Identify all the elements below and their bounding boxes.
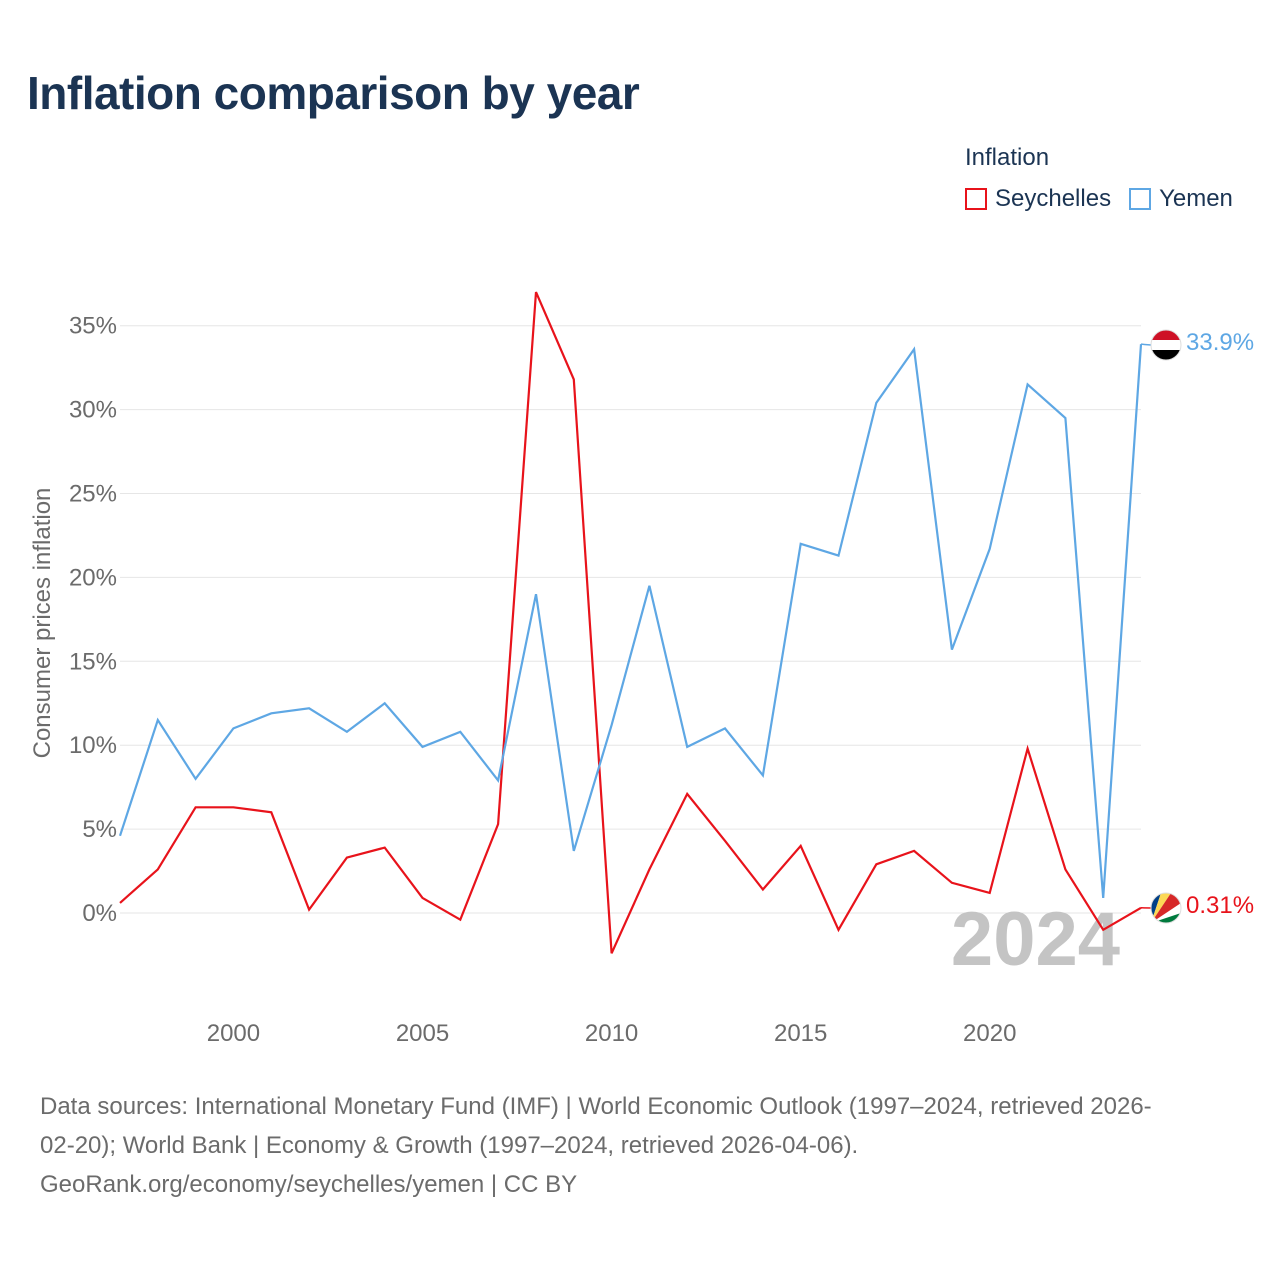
series-lines (116, 288, 1143, 957)
data-point-yemen[interactable] (948, 646, 956, 654)
x-tick-label: 2010 (585, 1020, 638, 1047)
data-point-seychelles[interactable] (834, 926, 842, 934)
x-tick-label: 2000 (207, 1020, 260, 1047)
x-tick-label: 2020 (963, 1020, 1016, 1047)
data-point-seychelles[interactable] (1099, 926, 1107, 934)
legend-item-seychelles[interactable]: Seychelles (965, 185, 1111, 213)
data-point-yemen[interactable] (192, 775, 200, 783)
data-point-seychelles[interactable] (683, 790, 691, 798)
data-point-seychelles[interactable] (570, 375, 578, 383)
data-point-seychelles[interactable] (532, 288, 540, 296)
data-point-seychelles[interactable] (192, 803, 200, 811)
y-tick-label: 5% (82, 816, 117, 843)
data-point-seychelles[interactable] (154, 865, 162, 873)
end-value-label-yemen: 33.9% (1186, 329, 1254, 356)
data-point-seychelles[interactable] (948, 879, 956, 887)
data-point-yemen[interactable] (683, 743, 691, 751)
data-point-seychelles[interactable] (343, 854, 351, 862)
series-line-seychelles[interactable] (119, 291, 1142, 954)
x-axis-ticks: 2000 2005 2010 2015 2020 (207, 1020, 1017, 1047)
legend: Seychelles Yemen (965, 185, 1251, 213)
end-connector-yemen (1140, 343, 1152, 346)
data-point-seychelles[interactable] (986, 889, 994, 897)
data-point-seychelles[interactable] (759, 886, 767, 894)
legend-swatch-yemen (1129, 188, 1152, 210)
data-point-seychelles[interactable] (1061, 865, 1069, 873)
data-point-seychelles[interactable] (267, 808, 275, 816)
data-point-seychelles[interactable] (419, 894, 427, 902)
y-tick-label: 20% (69, 564, 117, 591)
data-point-yemen[interactable] (570, 847, 578, 855)
year-watermark: 2024 (951, 897, 1120, 982)
data-point-yemen[interactable] (419, 743, 427, 751)
data-point-seychelles[interactable] (872, 860, 880, 868)
data-point-yemen[interactable] (986, 545, 994, 553)
data-point-yemen[interactable] (608, 721, 616, 729)
data-point-yemen[interactable] (834, 552, 842, 560)
y-axis-label: Consumer prices inflation (29, 488, 56, 759)
data-point-yemen[interactable] (116, 832, 124, 840)
data-point-seychelles[interactable] (305, 906, 313, 914)
legend-title: Inflation (965, 144, 1050, 171)
data-point-seychelles[interactable] (1024, 745, 1032, 753)
data-point-yemen[interactable] (494, 776, 502, 784)
x-tick-label: 2005 (396, 1020, 449, 1047)
end-value-label-seychelles: 0.31% (1186, 892, 1254, 919)
series-line-yemen[interactable] (118, 344, 1143, 898)
yemen-flag-icon (1150, 329, 1182, 361)
data-point-yemen[interactable] (1024, 380, 1032, 388)
end-labels: 0.31% 33.9% (1140, 329, 1254, 919)
grid-lines (120, 325, 1141, 914)
data-point-seychelles[interactable] (910, 847, 918, 855)
data-point-seychelles[interactable] (116, 899, 124, 907)
footer-line-1: Data sources: International Monetary Fun… (40, 1093, 1152, 1120)
footer-line-3[interactable]: GeoRank.org/economy/seychelles/yemen | C… (40, 1171, 578, 1198)
data-point-seychelles[interactable] (494, 820, 502, 828)
chart-title: Inflation comparison by year (27, 67, 640, 119)
y-tick-label: 0% (82, 900, 117, 927)
data-point-yemen[interactable] (267, 709, 275, 717)
data-point-seychelles[interactable] (229, 803, 237, 811)
legend-item-yemen[interactable]: Yemen (1129, 185, 1233, 213)
data-point-yemen[interactable] (229, 724, 237, 732)
data-point-seychelles[interactable] (721, 837, 729, 845)
data-point-seychelles[interactable] (608, 949, 616, 957)
footer-line-2: 02-20); World Bank | Economy & Growth (1… (40, 1132, 859, 1159)
y-tick-label: 15% (69, 648, 117, 675)
data-point-seychelles[interactable] (797, 842, 805, 850)
data-point-yemen[interactable] (1099, 894, 1107, 902)
data-point-yemen[interactable] (381, 699, 389, 707)
data-point-seychelles[interactable] (456, 916, 464, 924)
legend-label-yemen: Yemen (1159, 185, 1233, 212)
data-point-yemen[interactable] (456, 728, 464, 736)
data-point-yemen[interactable] (797, 540, 805, 548)
data-point-yemen[interactable] (872, 399, 880, 407)
footer-sources: Data sources: International Monetary Fun… (40, 1087, 1250, 1204)
y-axis-ticks: 0% 5% 10% 15% 20% 25% 30% 35% (69, 313, 117, 927)
y-tick-label: 10% (69, 732, 117, 759)
line-chart: 0%5%10%15%20%25%30%35% 2000 2005 2010 2015 2… (29, 288, 1254, 1047)
seychelles-flag-icon (1150, 892, 1182, 924)
data-point-seychelles[interactable] (381, 844, 389, 852)
data-point-yemen[interactable] (645, 582, 653, 590)
y-tick-label: 25% (69, 481, 117, 508)
data-point-yemen[interactable] (154, 716, 162, 724)
y-tick-label: 30% (69, 397, 117, 424)
data-point-seychelles[interactable] (645, 865, 653, 873)
data-point-yemen[interactable] (721, 724, 729, 732)
data-point-yemen[interactable] (910, 345, 918, 353)
data-point-yemen[interactable] (532, 590, 540, 598)
x-tick-label: 2015 (774, 1020, 827, 1047)
data-point-yemen[interactable] (343, 728, 351, 736)
data-point-yemen[interactable] (305, 704, 313, 712)
data-point-yemen[interactable] (759, 771, 767, 779)
data-point-yemen[interactable] (1061, 414, 1069, 422)
legend-label-seychelles: Seychelles (995, 185, 1112, 212)
legend-swatch-seychelles (965, 188, 987, 210)
y-tick-label: 35% (69, 313, 117, 340)
